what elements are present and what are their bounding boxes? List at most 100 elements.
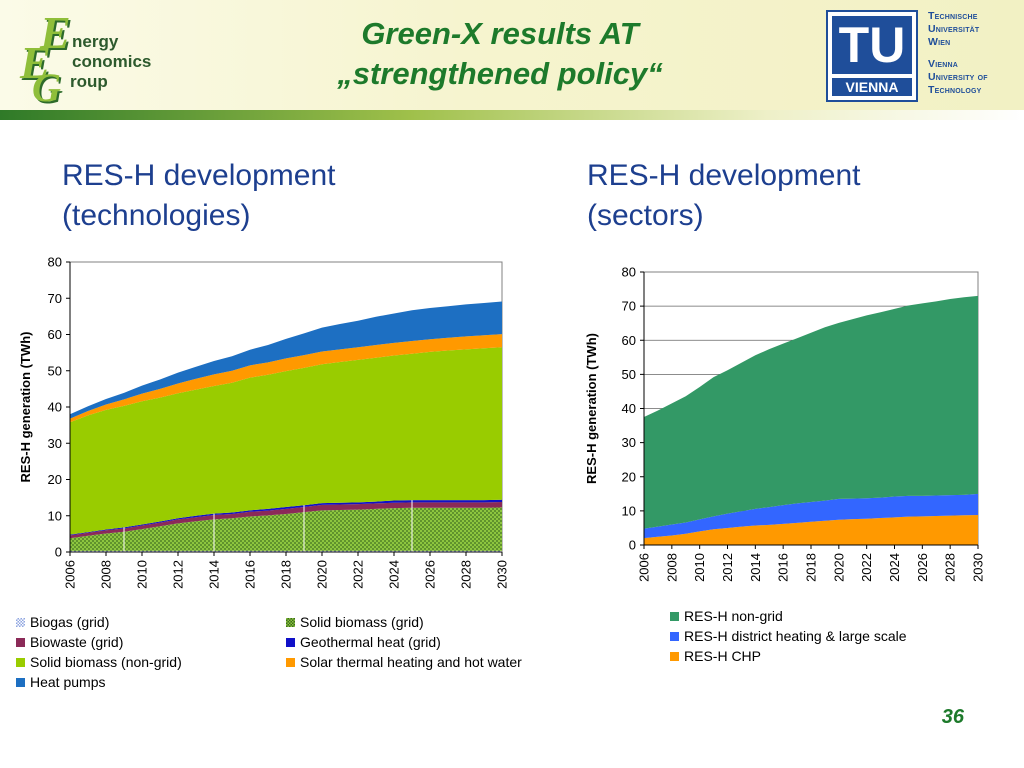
legend-swatch xyxy=(16,638,25,647)
subtitle-line: RES-H development xyxy=(587,159,861,192)
area-series-solid-biomass-non-grid xyxy=(70,347,502,535)
legend-swatch xyxy=(670,632,679,641)
subtitle-line: (sectors) xyxy=(587,199,704,232)
y-tick-label: 50 xyxy=(48,363,62,378)
tu-logo-mark: TU xyxy=(832,16,912,74)
tu-name-line: Wien xyxy=(928,36,951,48)
legend-item: RES-H CHP xyxy=(670,646,761,666)
area-series-res-h-chp xyxy=(644,514,978,545)
x-tick-label: 2024 xyxy=(887,553,902,582)
y-tick-label: 20 xyxy=(48,472,62,487)
y-tick-label: 70 xyxy=(48,291,62,306)
tu-name-line: Vienna xyxy=(928,58,958,70)
legend-label: RES-H non-grid xyxy=(684,608,783,624)
legend-item: Biogas (grid) xyxy=(16,612,109,632)
legend-item: Solar thermal heating and hot water xyxy=(286,652,522,672)
y-tick-label: 70 xyxy=(622,299,636,314)
header-divider-bar xyxy=(0,110,1024,120)
legend-label: Heat pumps xyxy=(30,674,106,690)
legend-label: Biowaste (grid) xyxy=(30,634,124,650)
x-tick-label: 2010 xyxy=(135,560,150,589)
legend-item: RES-H non-grid xyxy=(670,606,783,626)
legend-swatch xyxy=(16,658,25,667)
legend-label: Solar thermal heating and hot water xyxy=(300,654,522,670)
subtitle-line: (technologies) xyxy=(62,199,251,232)
legend-item: Solid biomass (non-grid) xyxy=(16,652,182,672)
y-tick-label: 80 xyxy=(48,255,62,270)
tu-name-line: Technology xyxy=(928,84,982,96)
area-series-heat-pumps xyxy=(70,301,502,419)
legend-item: Geothermal heat (grid) xyxy=(286,632,441,652)
technologies-legend: Biogas (grid) Solid biomass (grid) Biowast… xyxy=(16,612,556,692)
x-tick-label: 2012 xyxy=(720,553,735,582)
x-tick-label: 2018 xyxy=(804,553,819,582)
slide-title-line: Green-X results AT xyxy=(361,16,639,51)
legend-swatch xyxy=(16,618,25,627)
eeg-logo-letter: E xyxy=(40,7,71,58)
area-series-solar-thermal-heating-and-hot-water xyxy=(70,334,502,423)
y-tick-label: 60 xyxy=(48,327,62,342)
y-axis-title: RES-H generation (TWh) xyxy=(584,333,599,484)
page-number: 36 xyxy=(941,706,964,728)
tu-logo-city: VIENNA xyxy=(832,78,912,96)
x-tick-label: 2014 xyxy=(207,560,222,589)
legend-label: Solid biomass (grid) xyxy=(300,614,424,630)
x-tick-label: 2008 xyxy=(664,553,679,582)
x-tick-label: 2006 xyxy=(63,560,78,589)
y-tick-label: 50 xyxy=(622,367,636,382)
legend-swatch xyxy=(286,618,295,627)
subtitle-line: RES-H development xyxy=(62,159,336,192)
eeg-logo-word: nergy xyxy=(72,32,119,51)
legend-label: RES-H CHP xyxy=(684,648,762,664)
x-tick-label: 2016 xyxy=(243,560,258,589)
x-tick-label: 2026 xyxy=(423,560,438,589)
tu-vienna-name: Technische Universität Wien Vienna Unive… xyxy=(928,10,1024,97)
area-series-res-h-district-heating-large-scale xyxy=(644,493,978,539)
y-tick-label: 20 xyxy=(622,469,636,484)
legend-item: Biowaste (grid) xyxy=(16,632,123,652)
y-axis-title: RES-H generation (TWh) xyxy=(18,332,33,483)
x-tick-label: 2006 xyxy=(637,553,652,582)
slide-title: Green-X results AT „strengthened policy“ xyxy=(250,14,750,94)
legend-swatch xyxy=(670,612,679,621)
area-series-biowaste-grid xyxy=(70,501,502,539)
y-tick-label: 80 xyxy=(622,265,636,280)
y-tick-label: 0 xyxy=(55,545,62,560)
x-tick-label: 2012 xyxy=(171,560,186,589)
area-series-res-h-non-grid xyxy=(644,295,978,529)
legend-swatch xyxy=(16,678,25,687)
legend-swatch xyxy=(286,658,295,667)
x-tick-label: 2020 xyxy=(831,553,846,582)
slide-title-line: „strengthened policy“ xyxy=(337,56,663,91)
tu-vienna-logo: TU VIENNA xyxy=(826,10,918,102)
y-tick-label: 10 xyxy=(48,508,62,523)
legend-label: Solid biomass (non-grid) xyxy=(30,654,182,670)
legend-item: RES-H district heating & large scale xyxy=(670,626,907,646)
x-tick-label: 2028 xyxy=(459,560,474,589)
x-tick-label: 2028 xyxy=(943,553,958,582)
x-tick-label: 2008 xyxy=(99,560,114,589)
y-tick-label: 30 xyxy=(622,435,636,450)
left-chart-subtitle: RES-H development (technologies) xyxy=(62,156,335,236)
x-tick-label: 2014 xyxy=(748,553,763,582)
eeg-logo-word: conomics xyxy=(72,52,152,71)
x-tick-label: 2024 xyxy=(387,560,402,589)
x-tick-label: 2018 xyxy=(279,560,294,589)
legend-item: Heat pumps xyxy=(16,672,105,692)
y-tick-label: 0 xyxy=(629,538,636,553)
x-tick-label: 2026 xyxy=(915,553,930,582)
y-tick-label: 30 xyxy=(48,436,62,451)
x-tick-label: 2022 xyxy=(351,560,366,589)
x-tick-label: 2016 xyxy=(776,553,791,582)
eeg-logo-word: roup xyxy=(70,72,108,91)
legend-swatch xyxy=(670,652,679,661)
tu-name-line: Universität xyxy=(928,23,980,35)
x-tick-label: 2030 xyxy=(971,553,986,582)
sectors-legend: RES-H non-grid RES-H district heating & l… xyxy=(670,606,1010,670)
legend-swatch xyxy=(286,638,295,647)
x-tick-label: 2010 xyxy=(692,553,707,582)
legend-label: Geothermal heat (grid) xyxy=(300,634,441,650)
legend-item: Solid biomass (grid) xyxy=(286,612,424,632)
